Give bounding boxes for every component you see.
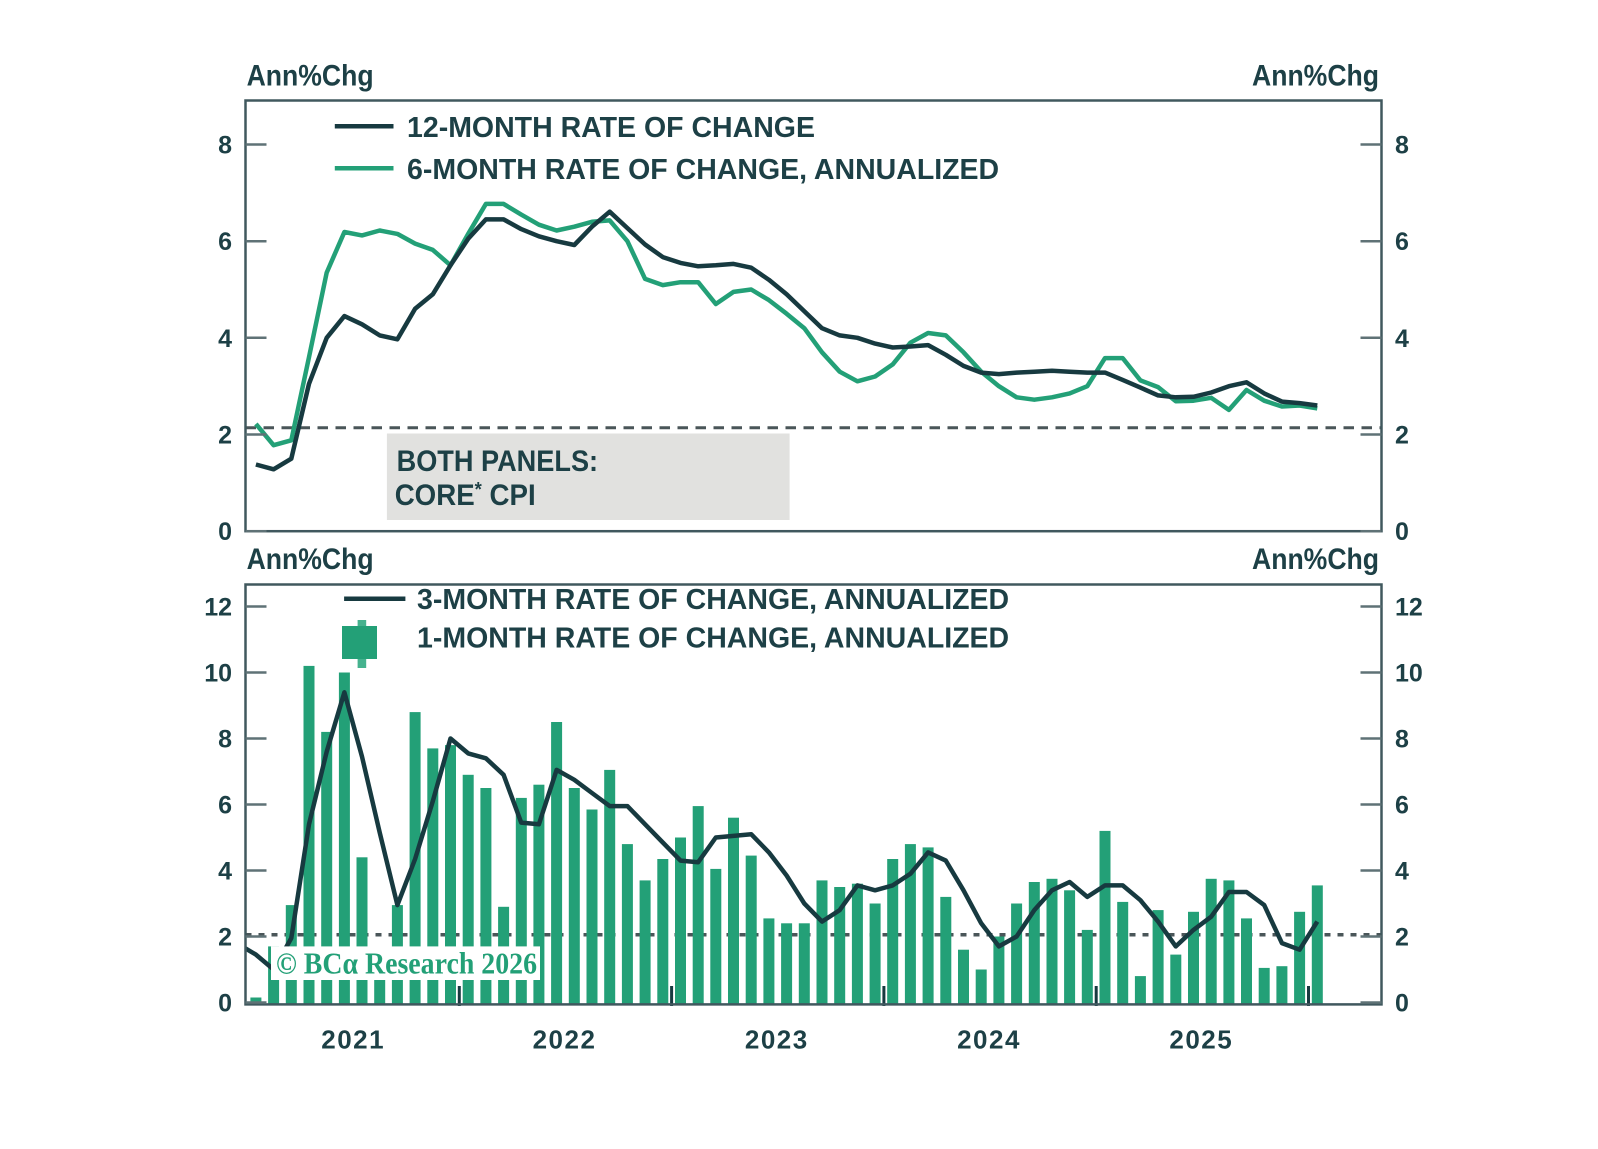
svg-text:12: 12: [204, 594, 232, 622]
svg-text:2023: 2023: [745, 1025, 809, 1055]
svg-text:2022: 2022: [533, 1025, 597, 1055]
svg-text:2024: 2024: [957, 1025, 1021, 1055]
svg-text:6: 6: [1395, 792, 1409, 820]
svg-text:6: 6: [218, 792, 232, 820]
svg-text:3-MONTH RATE OF CHANGE, ANNUAL: 3-MONTH RATE OF CHANGE, ANNUALIZED: [417, 584, 1009, 616]
svg-text:4: 4: [218, 858, 232, 886]
svg-text:2025: 2025: [1169, 1025, 1233, 1055]
svg-text:4: 4: [218, 325, 232, 353]
svg-text:BOTH PANELS:: BOTH PANELS:: [397, 445, 598, 478]
svg-text:10: 10: [204, 660, 232, 688]
svg-text:0: 0: [218, 990, 232, 1018]
svg-text:6-MONTH RATE OF CHANGE, ANNUAL: 6-MONTH RATE OF CHANGE, ANNUALIZED: [407, 154, 999, 186]
svg-text:0: 0: [218, 518, 232, 546]
svg-text:© BCα Research 2026: © BCα Research 2026: [276, 946, 537, 981]
svg-text:4: 4: [1395, 325, 1409, 353]
svg-text:8: 8: [1395, 132, 1409, 160]
svg-text:0: 0: [1395, 990, 1409, 1018]
svg-text:Ann%Chg: Ann%Chg: [1252, 543, 1379, 576]
svg-text:2: 2: [218, 924, 232, 952]
svg-text:8: 8: [218, 132, 232, 160]
svg-text:2: 2: [1395, 924, 1409, 952]
svg-text:8: 8: [1395, 726, 1409, 754]
svg-text:Ann%Chg: Ann%Chg: [1252, 60, 1379, 93]
svg-text:Ann%Chg: Ann%Chg: [247, 543, 374, 576]
svg-text:2: 2: [218, 422, 232, 450]
svg-text:8: 8: [218, 726, 232, 754]
svg-text:2021: 2021: [321, 1025, 385, 1055]
svg-text:Ann%Chg: Ann%Chg: [247, 60, 374, 93]
svg-text:2: 2: [1395, 422, 1409, 450]
svg-text:6: 6: [1395, 228, 1409, 256]
svg-text:4: 4: [1395, 858, 1409, 886]
svg-text:10: 10: [1395, 660, 1423, 688]
svg-text:6: 6: [218, 228, 232, 256]
svg-text:12-MONTH RATE OF CHANGE: 12-MONTH RATE OF CHANGE: [407, 112, 815, 144]
svg-text:1-MONTH RATE OF CHANGE, ANNUAL: 1-MONTH RATE OF CHANGE, ANNUALIZED: [417, 623, 1009, 655]
svg-text:12: 12: [1395, 594, 1423, 622]
svg-text:CORE* CPI: CORE* CPI: [395, 479, 536, 512]
svg-text:0: 0: [1395, 518, 1409, 546]
